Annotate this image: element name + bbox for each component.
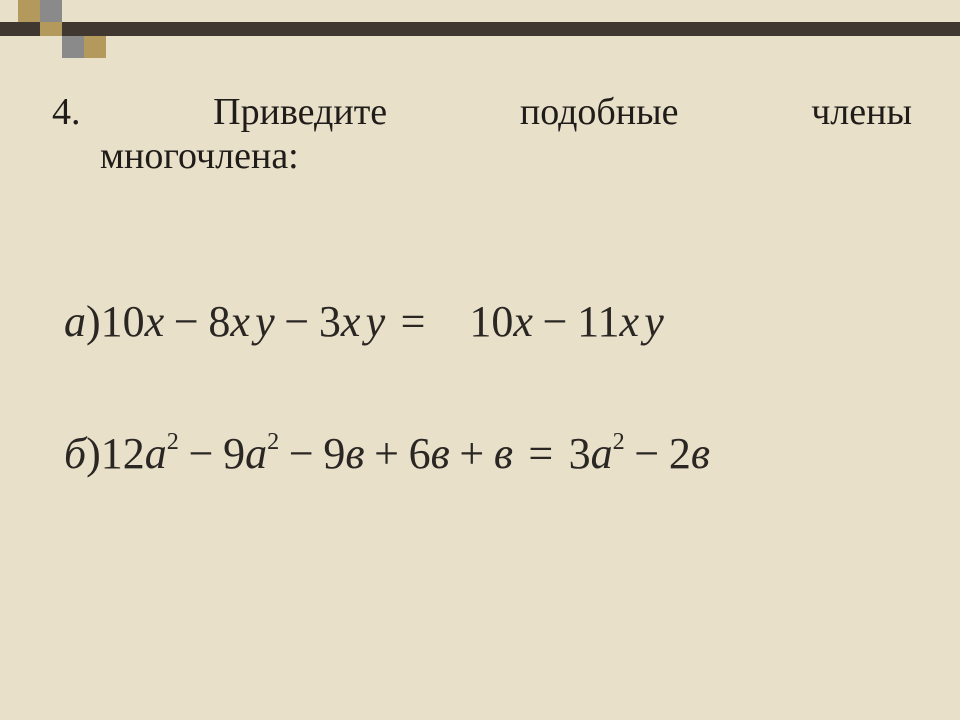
prompt-word: Приведите xyxy=(213,90,387,134)
slide: 4. Приведите подобные члены многочлена: … xyxy=(0,0,960,720)
equation-a: а)10x−8xy−3xy=10x−11xy xyxy=(64,296,664,347)
decoration-tile xyxy=(84,36,106,58)
equation-b: б)12a2−9a2−9в+6в+в=3a2−2в xyxy=(64,428,710,479)
task-prompt: 4. Приведите подобные члены многочлена: xyxy=(52,90,912,178)
label-b: б xyxy=(64,429,86,478)
task-number: 4. xyxy=(52,90,81,134)
decoration-tile xyxy=(18,0,40,22)
prompt-word: члены xyxy=(811,90,912,134)
decoration-tile xyxy=(40,22,62,36)
decoration-tile xyxy=(40,0,62,22)
prompt-line2: многочлена: xyxy=(52,134,912,178)
decoration-tile xyxy=(62,36,84,58)
label-a: а xyxy=(64,297,86,346)
prompt-word: подобные xyxy=(520,90,679,134)
decoration-bar xyxy=(0,22,960,36)
